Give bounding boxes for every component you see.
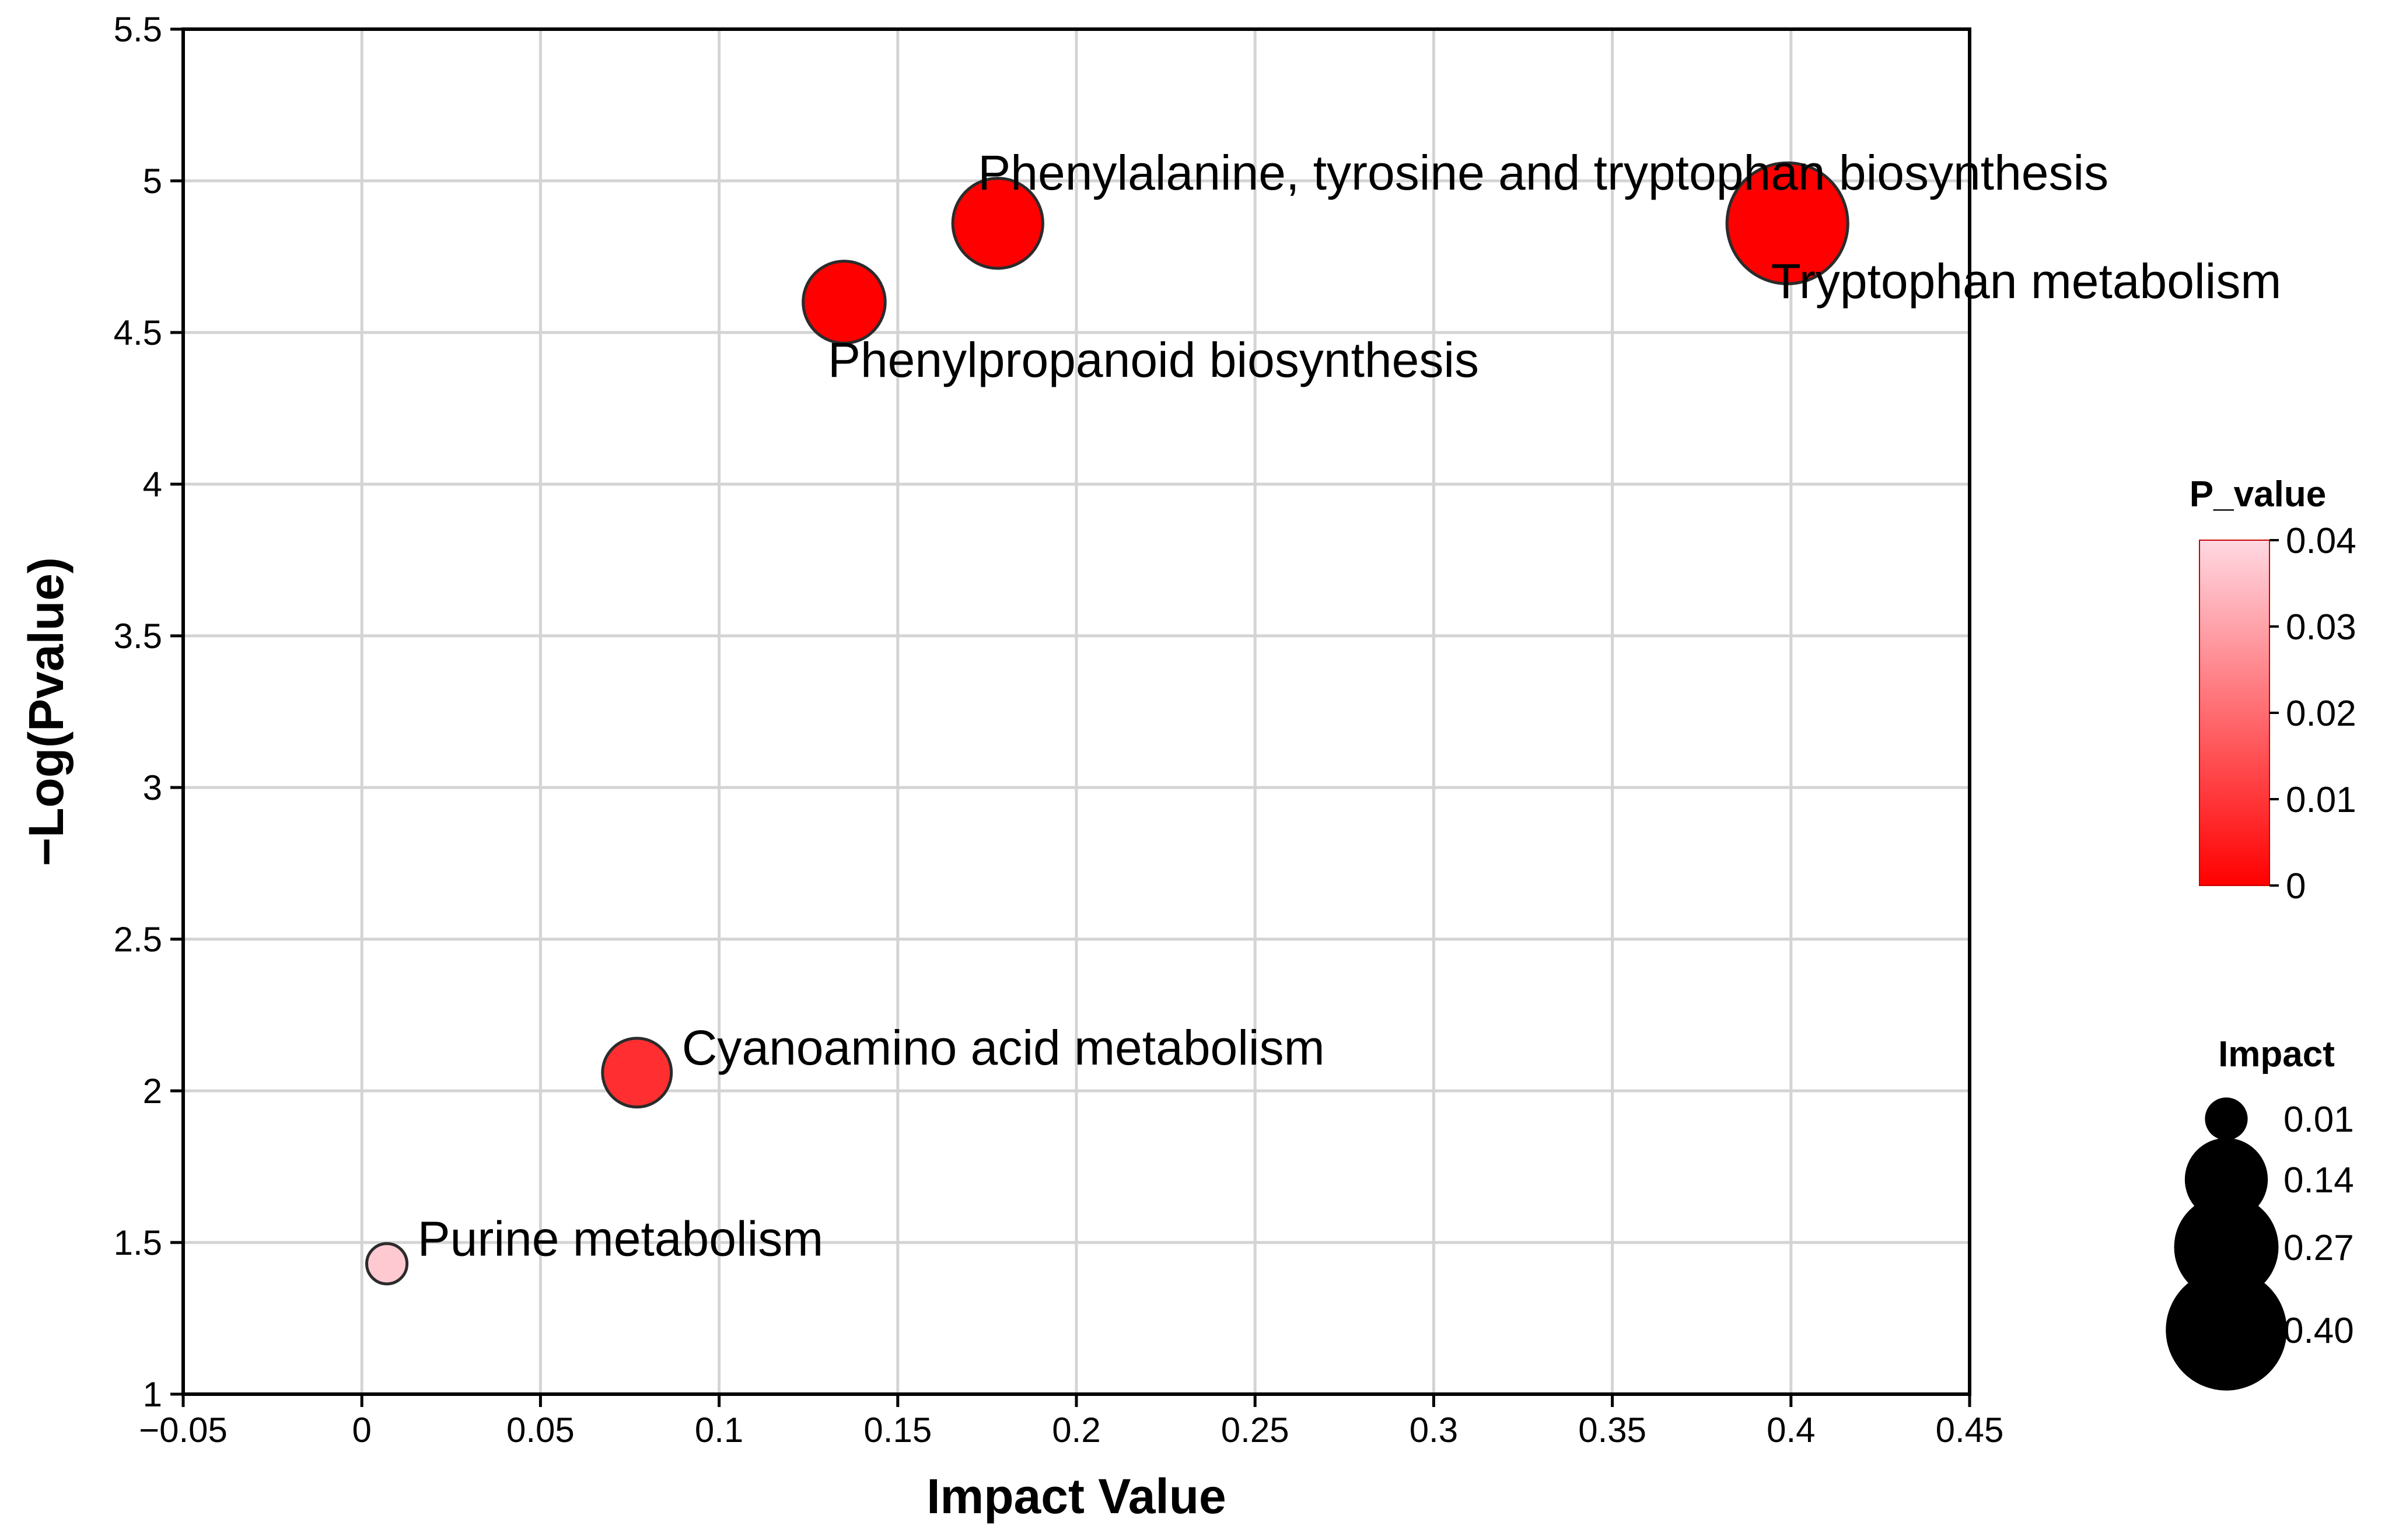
point-label: Tryptophan metabolism: [1771, 254, 2282, 309]
grid-lines: [183, 29, 1970, 1394]
color-scale-bar: [2199, 540, 2270, 886]
x-axis-title: Impact Value: [926, 1469, 1226, 1524]
color-tick-label: 0.04: [2286, 521, 2356, 561]
color-tick-label: 0: [2286, 866, 2306, 907]
color-tick-label: 0.01: [2286, 780, 2356, 820]
point-label: Cyanoamino acid metabolism: [682, 1020, 1325, 1075]
x-tick-label: 0.35: [1578, 1410, 1646, 1450]
point-labels: Phenylalanine, tyrosine and tryptophan b…: [418, 145, 2282, 1266]
data-point: [1725, 161, 1849, 285]
y-axis: 1 1.5 2 2.5 3 3.5 4 4.5 5 5.5: [114, 10, 183, 1414]
size-legend-label: 0.14: [2283, 1160, 2354, 1200]
x-tick-label: 0.3: [1410, 1410, 1458, 1450]
data-points: [365, 161, 1849, 1286]
y-tick-label: 4.5: [114, 313, 162, 352]
point-label: Phenylpropanoid biosynthesis: [828, 332, 1479, 387]
y-tick-label: 2.5: [114, 920, 162, 959]
y-tick-label: 3: [143, 768, 162, 807]
x-tick-label: 0.25: [1221, 1410, 1289, 1450]
y-tick-label: 2: [143, 1072, 162, 1111]
x-tick-label: 0.1: [695, 1410, 743, 1450]
size-legend-dot: [2174, 1195, 2279, 1300]
x-tick-label: −0.05: [139, 1410, 228, 1450]
color-tick-label: 0.02: [2286, 694, 2356, 734]
x-axis: −0.05 0 0.05 0.1 0.15 0.2 0.25 0.3 0.35 0.4 0.45: [139, 1394, 2003, 1450]
x-tick-label: 0.15: [863, 1410, 932, 1450]
y-tick-label: 4: [143, 465, 162, 504]
color-tick-label: 0.03: [2286, 607, 2356, 648]
x-tick-label: 0.45: [1936, 1410, 2004, 1450]
size-legend-dot: [2166, 1269, 2287, 1391]
x-tick-label: 0.2: [1052, 1410, 1100, 1450]
size-legend-title: Impact: [2218, 1034, 2335, 1074]
y-tick-label: 5.5: [114, 10, 162, 49]
x-tick-label: 0.4: [1767, 1410, 1815, 1450]
x-tick-label: 0.05: [506, 1410, 575, 1450]
color-legend: P_value 0.04 0.03 0.02 0.01 0: [2190, 474, 2356, 907]
data-point: [601, 1037, 673, 1109]
size-legend-label: 0.01: [2283, 1100, 2354, 1140]
size-legend: Impact 0.01 0.14 0.27 0.40: [2166, 1034, 2354, 1391]
color-legend-title: P_value: [2190, 474, 2326, 514]
data-point: [802, 260, 887, 345]
point-label: Phenylalanine, tyrosine and tryptophan b…: [978, 145, 2108, 200]
y-tick-label: 1: [143, 1375, 162, 1414]
y-tick-label: 3.5: [114, 617, 162, 656]
size-legend-dot: [2205, 1097, 2248, 1140]
y-axis-title: −Log(Pvalue): [19, 557, 74, 866]
point-label: Purine metabolism: [418, 1211, 824, 1266]
data-point: [951, 177, 1044, 270]
size-legend-label: 0.27: [2283, 1228, 2354, 1268]
data-point: [365, 1242, 409, 1286]
x-tick-label: 0: [352, 1410, 372, 1450]
size-legend-label: 0.40: [2283, 1311, 2354, 1351]
y-tick-label: 5: [143, 162, 162, 201]
y-tick-label: 1.5: [114, 1223, 162, 1262]
